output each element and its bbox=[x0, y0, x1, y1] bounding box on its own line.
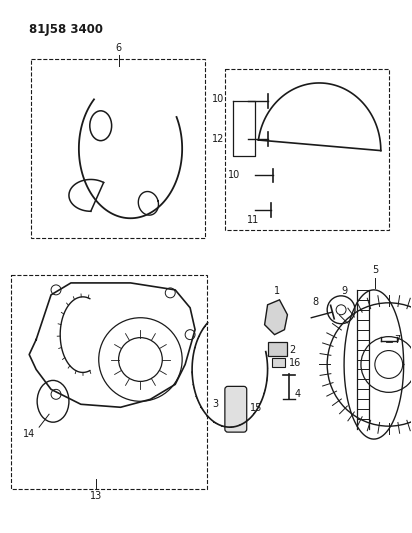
Bar bbox=[11, 275, 207, 489]
Text: 3: 3 bbox=[212, 399, 218, 409]
Text: 2: 2 bbox=[290, 344, 296, 354]
Bar bbox=[272, 358, 286, 367]
Text: 1: 1 bbox=[274, 286, 281, 296]
Text: 8: 8 bbox=[312, 297, 318, 307]
Text: 11: 11 bbox=[247, 215, 259, 225]
Text: 81J58 3400: 81J58 3400 bbox=[29, 23, 103, 36]
Text: 6: 6 bbox=[115, 43, 122, 53]
Text: 14: 14 bbox=[23, 429, 35, 439]
Text: 13: 13 bbox=[90, 491, 102, 501]
Bar bbox=[267, 342, 288, 356]
Text: 15: 15 bbox=[250, 403, 262, 413]
Text: 16: 16 bbox=[290, 359, 302, 368]
Bar bbox=[225, 69, 389, 230]
Text: 5: 5 bbox=[372, 265, 378, 275]
Text: 9: 9 bbox=[341, 286, 347, 296]
Text: 12: 12 bbox=[211, 134, 224, 144]
Bar bbox=[31, 59, 205, 238]
FancyBboxPatch shape bbox=[225, 386, 247, 432]
Text: 10: 10 bbox=[212, 94, 224, 104]
Text: 10: 10 bbox=[227, 171, 240, 181]
Polygon shape bbox=[265, 300, 288, 335]
Text: 4: 4 bbox=[295, 389, 300, 399]
Text: 7: 7 bbox=[394, 335, 400, 345]
